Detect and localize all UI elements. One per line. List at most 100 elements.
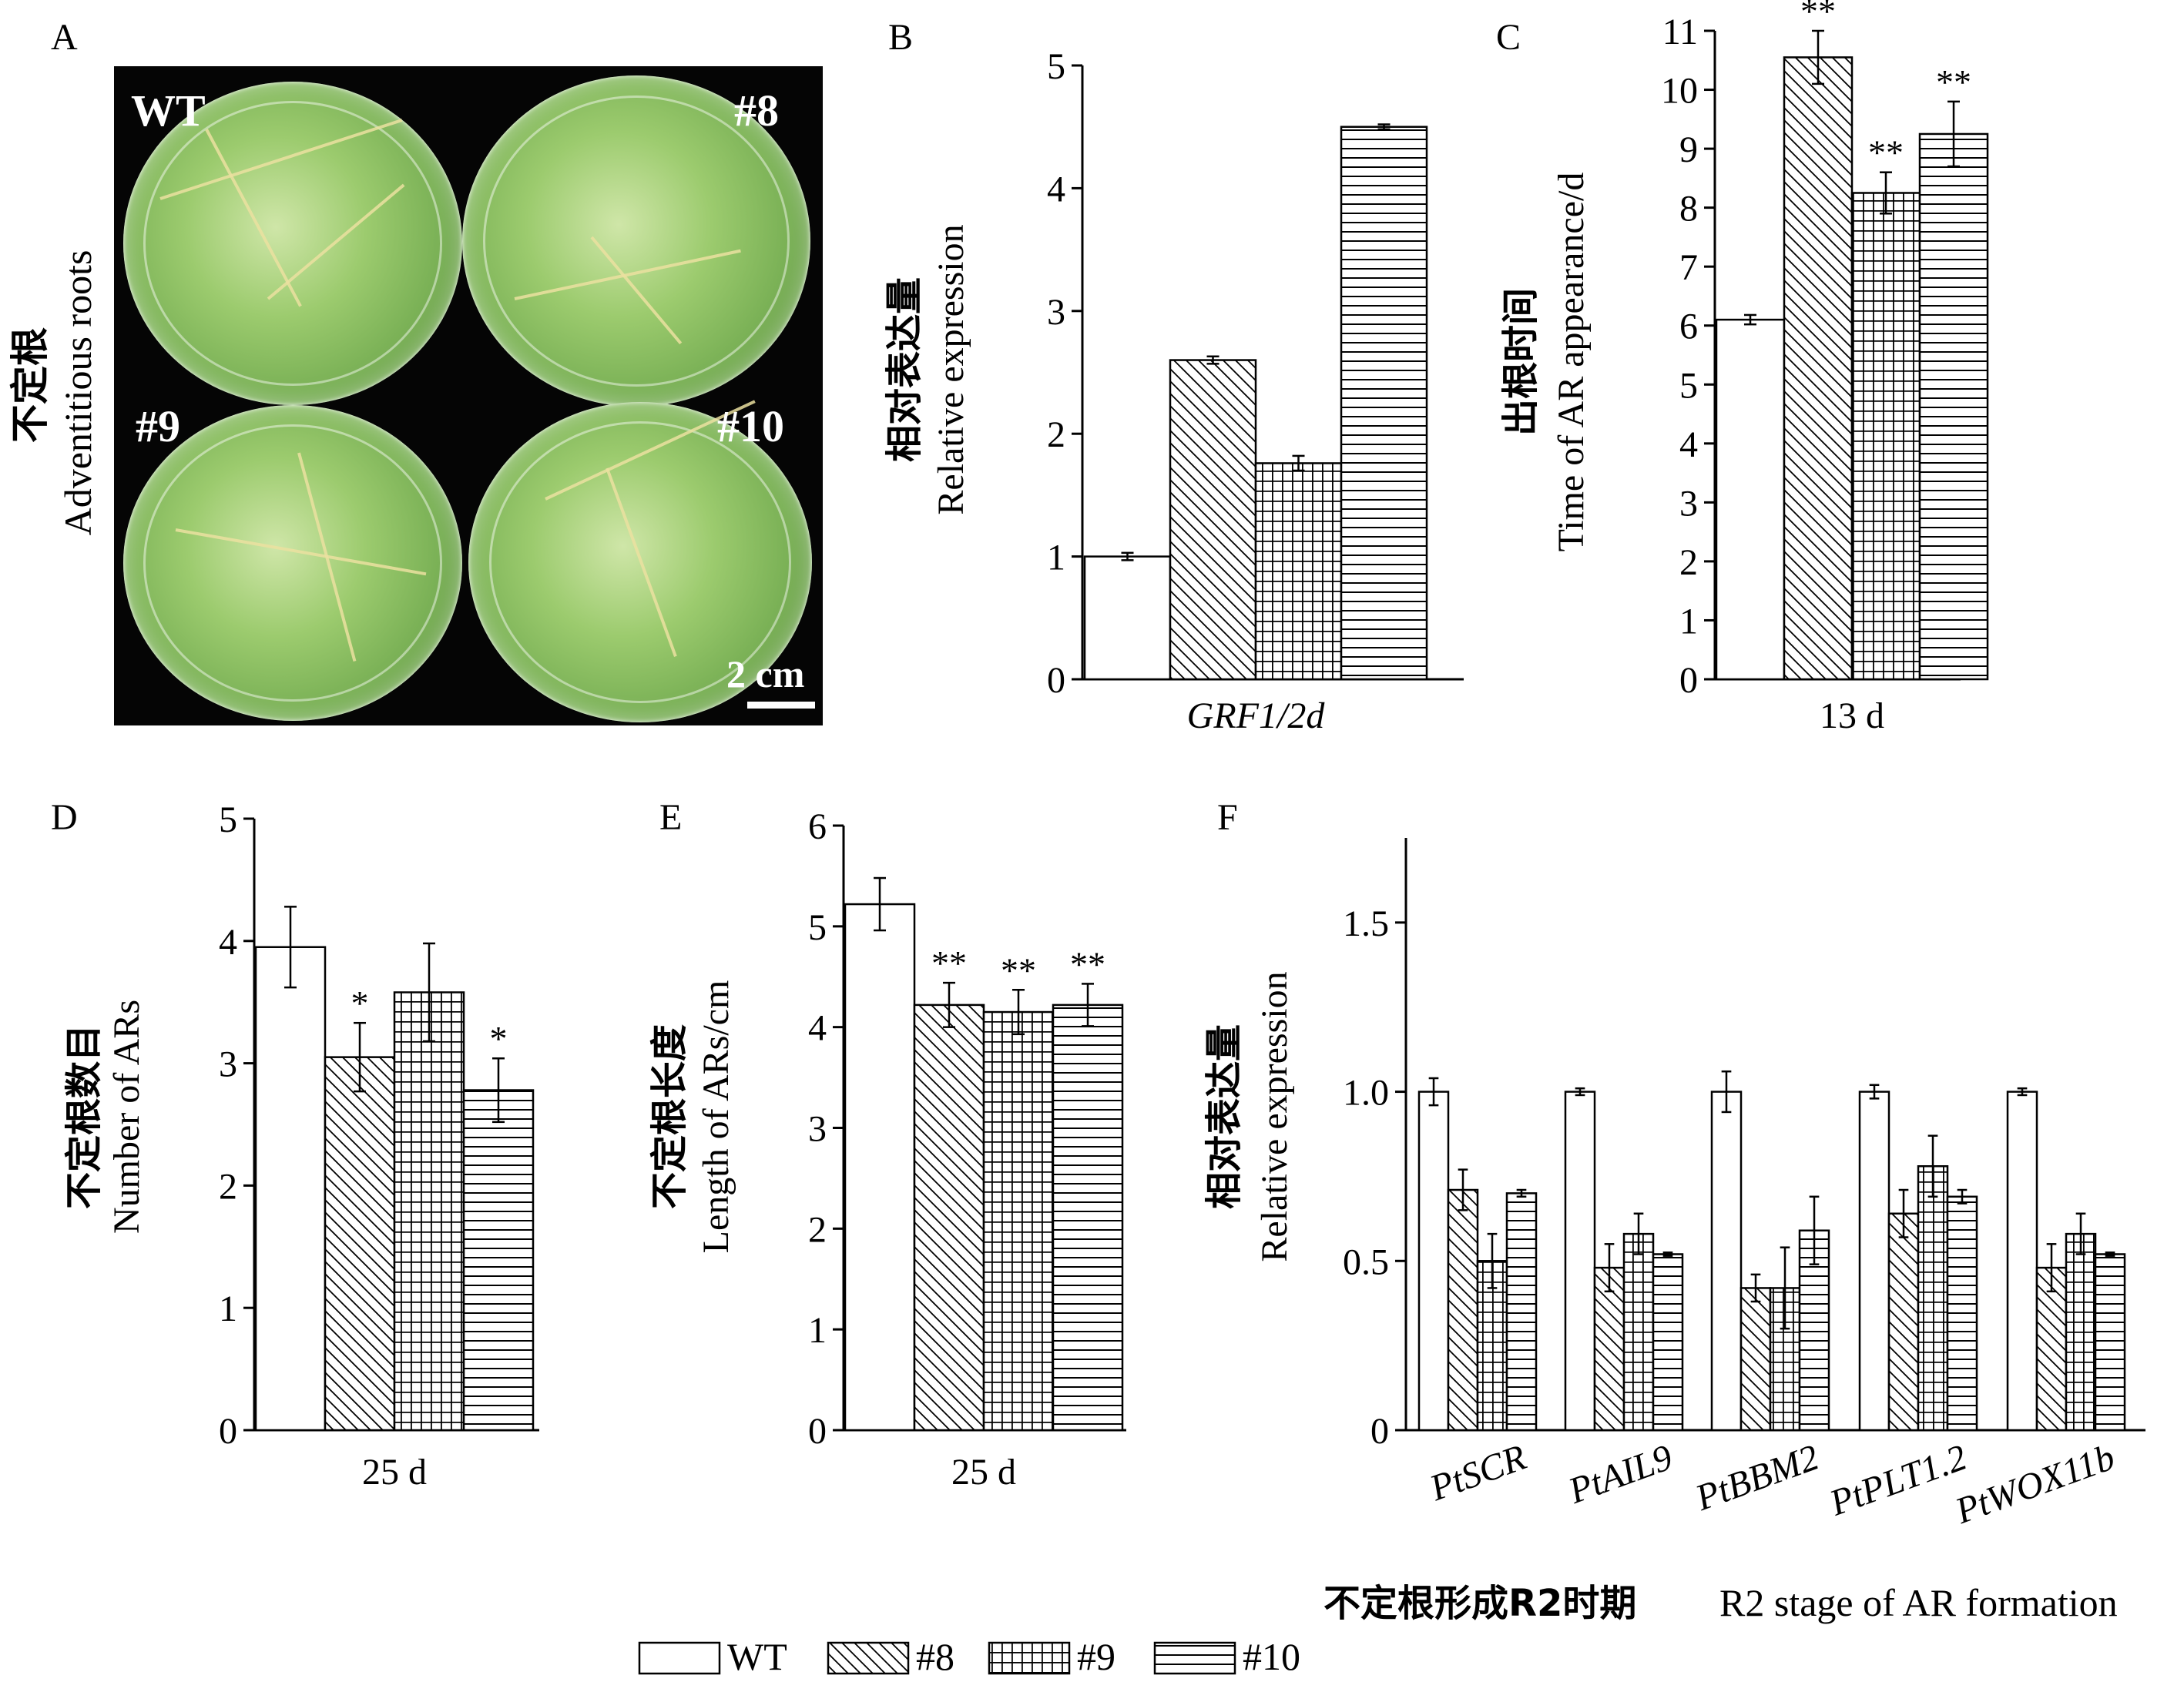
- e-bar-10: [1052, 1004, 1124, 1432]
- panel-letter-f: F: [1217, 797, 1238, 838]
- d-bar-8: [324, 1056, 396, 1432]
- b-ylabel-en: Relative expression: [931, 224, 971, 514]
- f-y-tick-label: 0: [1370, 1411, 1389, 1452]
- c-bar-9: [1850, 192, 1921, 681]
- c-y-tick-label: 4: [1679, 424, 1698, 465]
- label-9: #9: [136, 401, 180, 451]
- f-bar-wt: [1417, 1091, 1450, 1432]
- d-y-tick-label: 4: [219, 922, 237, 963]
- f-bar-8: [1739, 1287, 1772, 1432]
- c-y-tick-label: 3: [1679, 483, 1698, 524]
- d-y-tick-label: 3: [219, 1044, 237, 1085]
- d-significance: *: [351, 983, 369, 1023]
- legend-swatch-8: [827, 1641, 910, 1675]
- e-y-tick-label: 2: [808, 1209, 827, 1250]
- f-bar-wt: [1858, 1091, 1890, 1432]
- f-xlabel-cn: 不定根形成R2时期: [1323, 1582, 1636, 1625]
- c-y-tick-label: 2: [1679, 542, 1698, 583]
- panel-letter-a: A: [51, 17, 78, 58]
- b-ylabel-cn: 相对表达量: [883, 277, 926, 462]
- b-category-label: GRF1/2d: [1187, 695, 1326, 736]
- f-bar-8: [1593, 1266, 1625, 1432]
- c-category-label: 13 d: [1820, 695, 1884, 736]
- f-bar-wt: [1710, 1091, 1743, 1432]
- c-significance: **: [1936, 62, 1971, 102]
- f-bar-9: [1622, 1232, 1655, 1432]
- f-bar-10: [1652, 1253, 1684, 1432]
- c-y-tick-label: 8: [1679, 189, 1698, 230]
- c-y-tick-label: 10: [1661, 71, 1698, 112]
- c-y-tick-label: 7: [1679, 247, 1698, 288]
- label-10: #10: [717, 401, 784, 451]
- f-bar-wt: [1564, 1091, 1596, 1432]
- f-bar-wt: [2006, 1091, 2038, 1432]
- c-y-tick-label: 11: [1662, 12, 1698, 52]
- e-ylabel-cn: 不定根长度: [648, 1024, 691, 1209]
- f-bar-8: [2035, 1266, 2068, 1432]
- d-category-label: 25 d: [362, 1452, 427, 1493]
- d-ylabel-cn: 不定根数目: [62, 1024, 106, 1209]
- c-significance: **: [1868, 133, 1904, 173]
- panel-letter-b: B: [888, 17, 913, 58]
- e-y-tick-label: 6: [808, 806, 827, 847]
- photo-ylabel-en: Adventitious roots: [56, 250, 99, 536]
- c-y-tick-label: 5: [1679, 365, 1698, 406]
- dish-8: [462, 75, 810, 407]
- e-y-tick-label: 5: [808, 907, 827, 948]
- c-ylabel-cn: 出根时间: [1499, 288, 1542, 436]
- panel-letter-e: E: [659, 797, 682, 838]
- b-bar-9: [1254, 462, 1343, 681]
- c-significance: **: [1800, 0, 1836, 31]
- f-bar-10: [1946, 1195, 1978, 1432]
- d-significance: *: [490, 1019, 508, 1058]
- c-bar-wt: [1715, 318, 1786, 681]
- c-bar-10: [1918, 132, 1989, 681]
- c-y-tick-label: 9: [1679, 129, 1698, 170]
- e-significance: **: [931, 943, 967, 983]
- panel-letter-c: C: [1496, 17, 1521, 58]
- scale-label: 2 cm: [726, 652, 805, 695]
- e-y-tick-label: 0: [808, 1411, 827, 1452]
- panel-letter-d: D: [51, 797, 78, 838]
- e-bar-8: [913, 1004, 985, 1432]
- b-y-tick-label: 4: [1047, 169, 1065, 209]
- dish-9: [123, 405, 462, 721]
- scale-bar: [747, 702, 815, 709]
- label-wt: WT: [131, 85, 206, 136]
- c-bar-8: [1783, 56, 1854, 681]
- f-category-label: PtAIL9: [1562, 1437, 1677, 1513]
- legend-swatch-9: [988, 1641, 1071, 1675]
- c-ylabel-en: Time of AR appearance/d: [1551, 173, 1592, 552]
- f-xlabel-en: R2 stage of AR formation: [1719, 1581, 2118, 1624]
- f-ylabel-cn: 相对表达量: [1203, 1024, 1246, 1209]
- legend-label-wt: WT: [727, 1635, 787, 1678]
- legend-label-9: #9: [1077, 1635, 1115, 1678]
- legend-label-8: #8: [916, 1635, 954, 1678]
- e-significance: **: [1001, 950, 1036, 990]
- petri-dish-photo: WT #8 #9 #10 2 cm: [114, 66, 823, 725]
- f-bar-9: [2065, 1232, 2097, 1432]
- b-y-tick-label: 5: [1047, 46, 1065, 87]
- label-8: #8: [734, 85, 779, 136]
- f-bar-9: [1917, 1164, 1949, 1432]
- f-bar-8: [1887, 1212, 1920, 1432]
- e-bar-wt: [844, 903, 916, 1432]
- f-y-tick-label: 1.0: [1343, 1073, 1389, 1114]
- c-y-tick-label: 1: [1679, 601, 1698, 642]
- c-y-tick-label: 0: [1679, 660, 1698, 701]
- b-y-tick-label: 0: [1047, 660, 1065, 701]
- b-bar-10: [1340, 126, 1428, 681]
- d-y-tick-label: 5: [219, 799, 237, 840]
- legend-swatch-wt: [638, 1641, 721, 1675]
- d-bar-9: [393, 991, 465, 1432]
- b-y-tick-label: 3: [1047, 292, 1065, 333]
- f-y-tick-label: 1.5: [1343, 903, 1389, 944]
- b-bar-8: [1169, 359, 1257, 681]
- f-y-tick-label: 0.5: [1343, 1241, 1389, 1282]
- photo-ylabel-cn: 不定根: [8, 327, 52, 443]
- f-category-label: PtBBM2: [1689, 1437, 1823, 1519]
- e-significance: **: [1070, 944, 1105, 983]
- e-bar-9: [982, 1010, 1055, 1432]
- dish-wt: [123, 82, 462, 405]
